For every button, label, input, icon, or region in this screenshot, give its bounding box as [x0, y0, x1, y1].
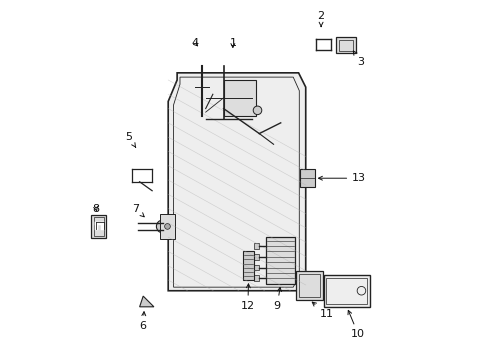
- Text: 7: 7: [132, 203, 144, 217]
- Circle shape: [253, 106, 262, 114]
- Text: 8: 8: [93, 203, 99, 213]
- Text: 3: 3: [353, 51, 365, 67]
- Bar: [339, 40, 353, 51]
- Text: 9: 9: [273, 287, 281, 311]
- Polygon shape: [168, 73, 306, 291]
- Bar: [223, 80, 256, 116]
- Bar: [243, 251, 254, 280]
- Bar: [267, 237, 295, 284]
- Bar: [296, 271, 323, 300]
- Polygon shape: [140, 296, 154, 307]
- Circle shape: [156, 220, 169, 233]
- Text: 10: 10: [348, 310, 365, 339]
- Bar: [336, 37, 356, 53]
- Bar: [326, 278, 367, 304]
- Text: 11: 11: [312, 302, 334, 319]
- Bar: [323, 275, 370, 307]
- Text: 4: 4: [192, 38, 198, 48]
- Bar: [160, 214, 174, 239]
- Bar: [94, 217, 103, 236]
- Bar: [300, 169, 315, 187]
- Bar: [254, 265, 259, 270]
- Bar: [92, 215, 106, 238]
- Text: 5: 5: [125, 132, 136, 147]
- Text: 12: 12: [241, 284, 255, 311]
- Bar: [254, 275, 259, 281]
- Bar: [254, 254, 259, 260]
- Circle shape: [165, 224, 171, 229]
- Bar: [298, 274, 320, 297]
- Text: 13: 13: [318, 173, 366, 183]
- Bar: [254, 243, 259, 249]
- Text: 6: 6: [140, 312, 147, 331]
- Text: 1: 1: [229, 38, 236, 48]
- Text: 2: 2: [318, 11, 325, 26]
